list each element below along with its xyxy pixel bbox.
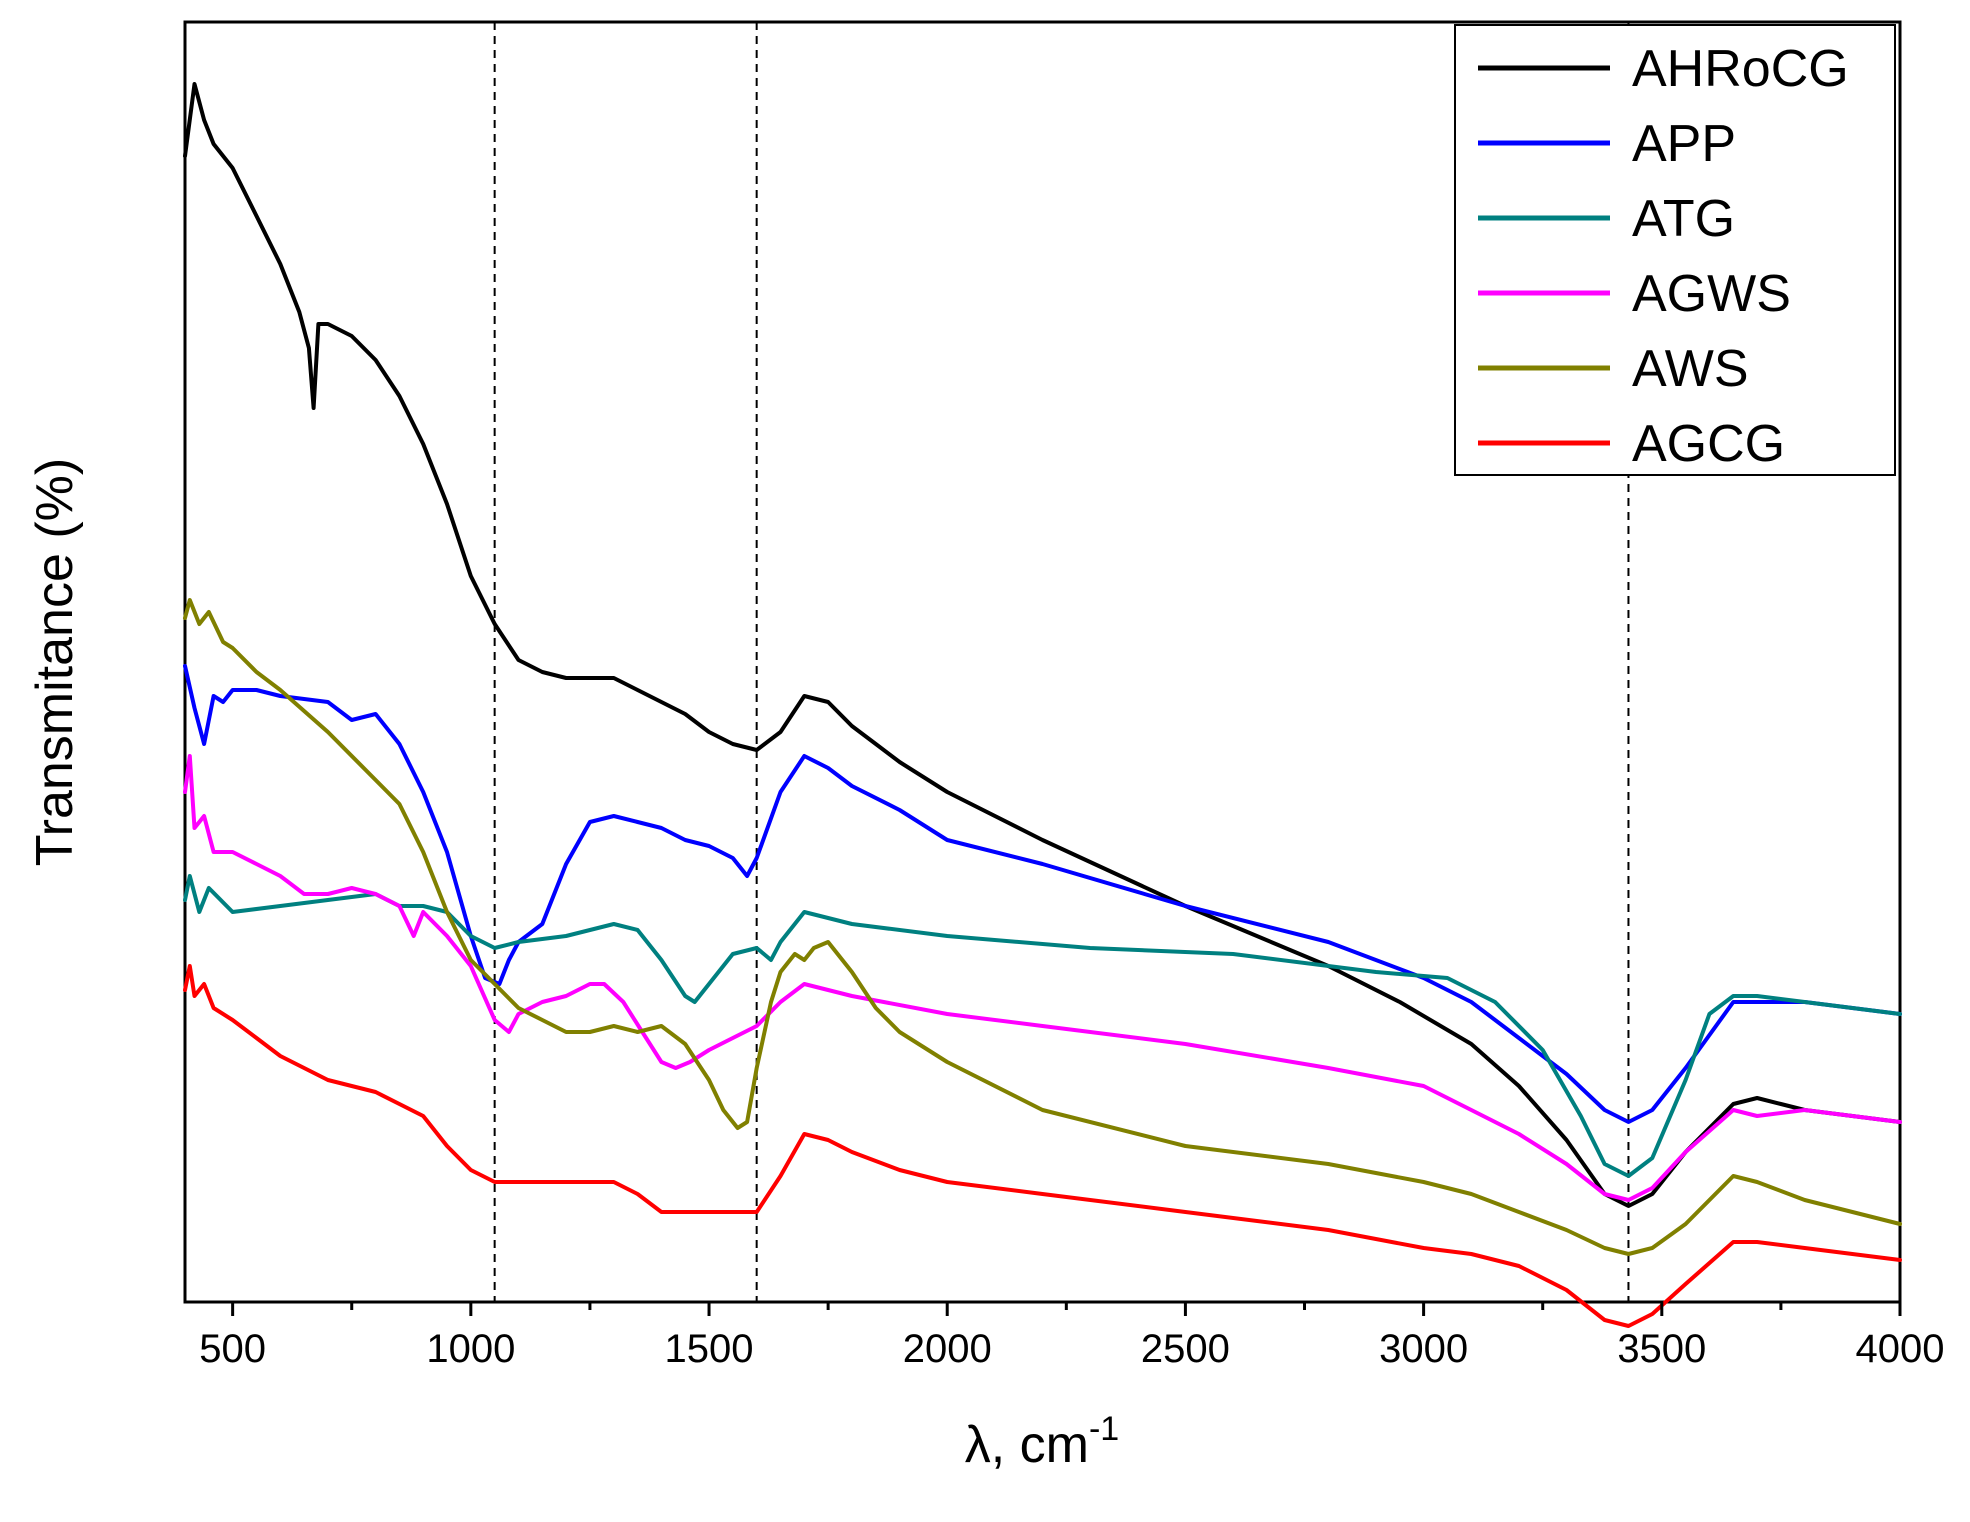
legend-label-app: APP — [1632, 115, 1736, 173]
series-line-app — [183, 664, 1902, 1124]
x-tick-label-4000: 4000 — [1856, 1327, 1945, 1371]
x-axis-title-superscript: -1 — [1089, 1410, 1119, 1448]
x-axis-title: λ, cm-1 — [965, 1410, 1119, 1474]
x-axis-title-main: λ, cm — [965, 1416, 1089, 1474]
legend-box — [1454, 24, 1896, 476]
series-line-aws — [183, 598, 1902, 1256]
x-axis: 500 1000 1500 2000 2500 3000 3500 4000 — [199, 1302, 1944, 1371]
legend-label-ahrocg: AHRoCG — [1632, 40, 1849, 98]
x-tick-label-500: 500 — [199, 1327, 266, 1371]
plot-frame — [183, 20, 1902, 1304]
x-tick-label-2000: 2000 — [903, 1327, 992, 1371]
x-tick-label-1000: 1000 — [426, 1327, 515, 1371]
series-layer — [183, 82, 1902, 1328]
x-tick-label-2500: 2500 — [1141, 1327, 1230, 1371]
legend-label-aws: AWS — [1632, 340, 1749, 398]
legend: AHRoCG APP ATG AGWS AWS AGCG — [1454, 24, 1896, 476]
series-line-agws — [183, 754, 1902, 1202]
legend-label-atg: ATG — [1632, 190, 1735, 248]
series-line-agcg — [183, 964, 1902, 1328]
legend-items: AHRoCG APP ATG AGWS AWS AGCG — [1478, 40, 1849, 473]
x-tick-label-3000: 3000 — [1379, 1327, 1468, 1371]
legend-label-agcg: AGCG — [1632, 415, 1785, 473]
x-tick-label-1500: 1500 — [665, 1327, 754, 1371]
y-axis-title: Transmitance (%) — [26, 458, 84, 866]
x-tick-label-3500: 3500 — [1617, 1327, 1706, 1371]
legend-label-agws: AGWS — [1632, 265, 1791, 323]
